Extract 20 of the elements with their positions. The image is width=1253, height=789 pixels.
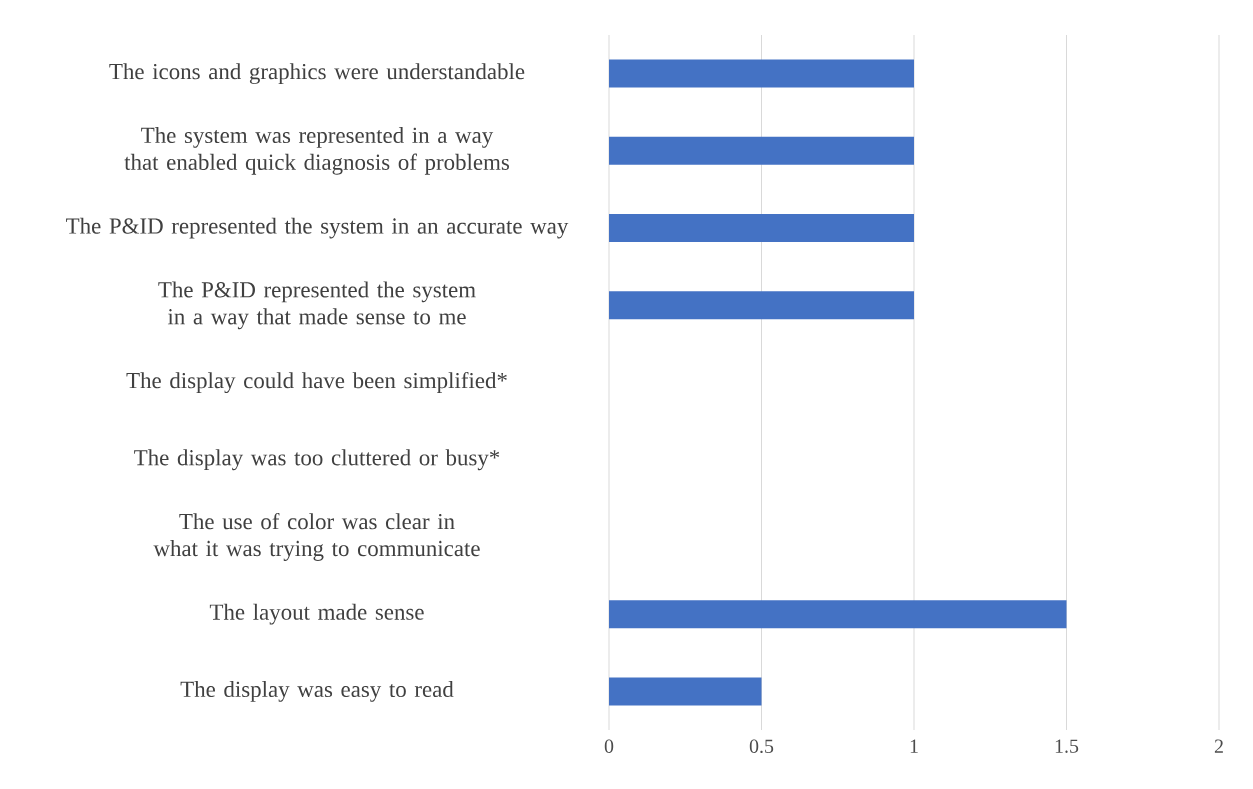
x-tick-label: 0 <box>604 739 614 753</box>
y-tick-label: The layout made sense <box>209 603 424 625</box>
x-tick-label: 0.5 <box>749 739 774 754</box>
y-tick-label: The icons and graphics were understandable <box>109 63 525 85</box>
bar <box>609 291 914 320</box>
y-tick-label: The display was easy to read <box>180 680 454 702</box>
y-tick-label: The P&ID represented the system in a way that made sense to me <box>158 281 476 330</box>
bar <box>609 600 1067 629</box>
bar <box>609 677 762 706</box>
bar <box>609 214 914 243</box>
x-tick-label: 1.5 <box>1055 739 1079 753</box>
y-tick-label: The display could have been simplified* <box>126 371 507 394</box>
y-tick-label: The system was represented in a way that enabled quick diagnosis of problems <box>124 126 509 175</box>
y-tick-label: The use of color was clear in what it was trying to communicate <box>153 512 480 561</box>
y-tick-label: The display was too cluttered or busy* <box>134 449 500 471</box>
bar <box>609 59 914 88</box>
y-tick-label: The P&ID represented the system in an accurate way <box>66 217 569 239</box>
x-tick-label: 1 <box>910 739 918 753</box>
bar <box>609 136 914 165</box>
x-tick-label: 2 <box>1214 739 1223 753</box>
